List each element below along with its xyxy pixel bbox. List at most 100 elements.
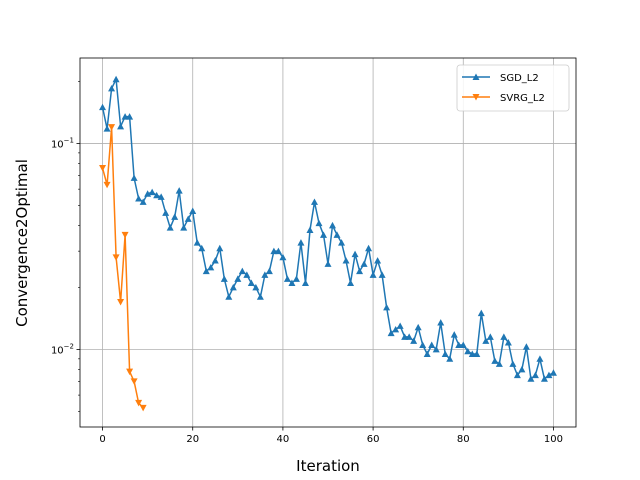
data-point: [121, 113, 129, 120]
data-point: [338, 239, 346, 246]
data-point: [135, 195, 143, 202]
legend-swatch-marker: [472, 94, 480, 101]
data-point: [256, 293, 264, 300]
data-point: [166, 224, 174, 231]
data-point: [432, 345, 440, 353]
x-tick-label: 40: [277, 434, 290, 445]
data-point: [261, 271, 269, 278]
data-point: [310, 198, 318, 205]
data-point: [437, 319, 445, 326]
data-point: [491, 357, 499, 364]
data-point: [365, 244, 373, 252]
data-point: [536, 355, 544, 362]
data-point: [347, 279, 355, 287]
data-point: [225, 293, 233, 300]
data-point: [216, 244, 224, 252]
data-point: [410, 337, 418, 344]
data-point: [279, 253, 287, 261]
data-point: [468, 350, 476, 357]
data-point: [117, 298, 125, 306]
data-point: [157, 193, 165, 200]
series-line: [101, 126, 144, 409]
data-point: [387, 329, 395, 337]
data-point: [180, 224, 188, 231]
data-point: [549, 369, 557, 376]
x-tick-label: 20: [186, 434, 199, 445]
data-point: [117, 122, 125, 130]
data-point: [360, 260, 368, 267]
data-point: [139, 404, 147, 412]
plot-frame: [79, 57, 577, 428]
x-tick-label: 60: [367, 434, 380, 445]
data-point: [139, 198, 147, 205]
data-point: [495, 360, 503, 367]
data-point: [518, 365, 526, 373]
data-point: [545, 371, 553, 379]
data-point: [229, 283, 237, 291]
data-point: [162, 209, 170, 216]
data-point: [504, 339, 512, 346]
data-point: [247, 279, 255, 287]
data-point: [198, 244, 206, 252]
legend-swatch-marker: [472, 73, 480, 80]
data-point: [319, 231, 327, 238]
data-point: [351, 250, 359, 258]
data-point: [234, 275, 242, 282]
data-point: [531, 371, 539, 379]
data-point: [220, 275, 228, 282]
data-point: [297, 239, 305, 246]
data-point: [396, 322, 404, 329]
data-point: [103, 181, 111, 189]
data-point: [283, 275, 291, 282]
data-point: [540, 375, 548, 382]
data-point: [482, 337, 490, 344]
data-point: [108, 84, 116, 92]
data-point: [428, 341, 436, 349]
y-axis-label: Convergence2Optimal: [13, 159, 31, 327]
data-point: [486, 333, 494, 340]
data-point: [401, 333, 409, 340]
data-point: [473, 350, 481, 357]
series-sgd-l2: [99, 75, 557, 382]
data-point: [306, 226, 314, 233]
data-point: [441, 350, 449, 357]
legend-label: SGD_L2: [500, 73, 539, 84]
data-point: [130, 174, 138, 181]
data-point: [513, 371, 521, 379]
data-point: [184, 215, 192, 222]
data-point: [292, 275, 300, 282]
data-point: [274, 247, 282, 255]
data-point: [369, 271, 377, 278]
data-point: [121, 231, 129, 239]
data-point: [414, 323, 422, 331]
data-point: [450, 331, 458, 338]
data-point: [112, 254, 120, 261]
data-point: [243, 271, 251, 278]
data-point: [189, 207, 197, 214]
data-point: [383, 303, 391, 311]
data-point: [171, 213, 179, 220]
data-point: [202, 267, 210, 275]
data-point: [329, 221, 337, 229]
x-tick-label: 100: [544, 434, 563, 445]
x-tick-label: 80: [457, 434, 470, 445]
data-point: [238, 267, 246, 275]
data-point: [522, 343, 530, 350]
data-point: [126, 113, 134, 120]
data-point: [459, 341, 467, 349]
data-point: [270, 247, 278, 255]
legend: SGD_L2 SVRG_L2: [456, 64, 570, 112]
data-point: [423, 350, 431, 357]
data-point: [99, 165, 107, 172]
data-point: [301, 279, 309, 287]
data-point: [527, 375, 535, 382]
data-point: [135, 399, 143, 407]
data-point: [252, 283, 260, 291]
data-point: [153, 191, 161, 199]
data-point: [324, 260, 332, 267]
plot-series: [99, 75, 557, 412]
legend-box: [456, 64, 570, 112]
data-point: [419, 341, 427, 349]
